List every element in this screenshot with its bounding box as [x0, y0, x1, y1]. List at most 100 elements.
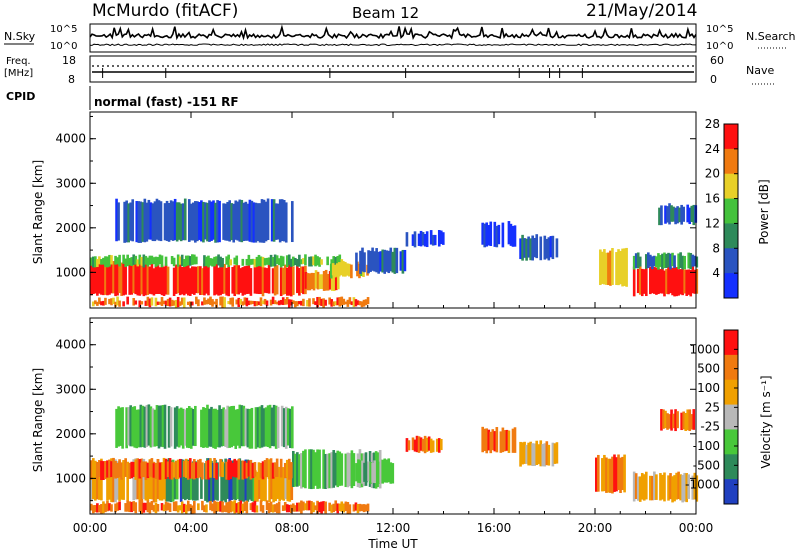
heatmap-cell	[210, 201, 213, 241]
heatmap-cell	[260, 405, 264, 448]
heatmap-cell	[222, 203, 225, 240]
heatmap-cell	[245, 297, 249, 307]
heatmap-cell	[236, 409, 240, 446]
heatmap-cell	[355, 463, 358, 482]
heatmap-cell	[129, 202, 133, 241]
heatmap-cell	[364, 504, 368, 512]
heatmap-cell	[199, 458, 202, 478]
colorbar-tick-label: 8	[712, 241, 720, 255]
heatmap-cell	[308, 256, 311, 267]
heatmap-cell	[203, 505, 206, 512]
heatmap-cell	[336, 272, 340, 290]
heatmap-cell	[160, 503, 164, 511]
heatmap-cell	[200, 409, 203, 448]
heatmap-cell	[389, 247, 393, 272]
heatmap-cell	[338, 297, 342, 307]
heatmap-cell	[657, 253, 660, 270]
heatmap-cell	[96, 461, 99, 500]
heatmap-cell	[208, 200, 211, 242]
heatmap-cell	[202, 201, 205, 243]
heatmap-cell	[649, 475, 652, 501]
heatmap-cell	[112, 297, 115, 305]
heatmap-cell	[138, 254, 142, 265]
heatmap-cell	[174, 501, 178, 512]
heatmap-cell	[271, 268, 275, 294]
heatmap-cell	[230, 406, 234, 448]
colorbar-segment	[724, 148, 738, 175]
heatmap-cell	[156, 263, 160, 294]
heatmap-cell	[236, 201, 240, 241]
heatmap-cell	[102, 300, 105, 306]
heatmap-cell	[164, 458, 168, 480]
velocity-colorbar-label: Velocity [m s⁻¹]	[759, 375, 773, 468]
heatmap-cell	[676, 206, 679, 224]
heatmap-cell	[263, 298, 267, 305]
heatmap-cell	[255, 505, 259, 513]
heatmap-cell	[271, 257, 275, 267]
heatmap-cell	[181, 203, 185, 241]
heatmap-cell	[280, 405, 284, 447]
heatmap-cell	[92, 256, 95, 268]
heatmap-cell	[140, 301, 144, 305]
nsearch-label: N.Search	[746, 30, 796, 43]
heatmap-cell	[251, 300, 255, 305]
heatmap-cell	[173, 462, 177, 500]
heatmap-cell	[684, 413, 687, 431]
heatmap-cell	[289, 258, 293, 267]
heatmap-cell	[150, 297, 154, 306]
heatmap-cell	[533, 443, 537, 466]
heatmap-cell	[243, 501, 247, 511]
heatmap-cell	[182, 259, 186, 267]
heatmap-cell	[340, 501, 344, 512]
heatmap-cell	[679, 474, 682, 501]
heatmap-cell	[279, 458, 283, 478]
cpid-label: CPID	[6, 90, 35, 103]
heatmap-cell	[184, 255, 188, 267]
heatmap-cell	[227, 301, 230, 305]
colorbar-segment	[724, 479, 738, 505]
freq-tick-top: 18	[62, 54, 76, 67]
colorbar-frame	[723, 123, 739, 299]
heatmap-cell	[233, 458, 237, 478]
heatmap-cell	[300, 300, 303, 306]
heatmap-cell	[683, 472, 686, 502]
heatmap-cell	[260, 199, 264, 243]
heatmap-cell	[273, 254, 277, 267]
heatmap-cell	[138, 459, 142, 479]
heatmap-cell	[129, 405, 133, 447]
heatmap-cell	[601, 251, 604, 284]
heatmap-cell	[551, 235, 555, 260]
heatmap-cell	[268, 467, 271, 503]
heatmap-cell	[124, 458, 127, 477]
heatmap-cell	[135, 201, 139, 243]
heatmap-cell	[681, 255, 684, 270]
heatmap-cell	[638, 266, 642, 295]
heatmap-cell	[168, 297, 172, 307]
heatmap-cell	[663, 270, 666, 297]
heatmap-cell	[271, 504, 275, 513]
nave-label: Nave	[746, 64, 774, 77]
heatmap-cell	[215, 256, 218, 265]
heatmap-cell	[276, 468, 279, 499]
heatmap-cell	[150, 263, 154, 295]
heatmap-cell	[289, 504, 293, 513]
heatmap-cell	[169, 200, 173, 241]
heatmap-cell	[405, 232, 409, 247]
heatmap-cell	[231, 501, 235, 512]
heatmap-cell	[227, 265, 230, 297]
heatmap-cell	[143, 198, 147, 243]
heatmap-cell	[152, 257, 156, 265]
heatmap-cell	[246, 459, 250, 502]
heatmap-cell	[241, 258, 245, 266]
heatmap-cell	[228, 200, 231, 242]
heatmap-cell	[124, 258, 127, 267]
heatmap-cell	[128, 501, 131, 513]
heatmap-cell	[344, 261, 347, 277]
heatmap-cell	[197, 299, 200, 307]
heatmap-cell	[249, 300, 253, 305]
heatmap-cell	[499, 431, 503, 453]
heatmap-cell	[132, 298, 136, 306]
heatmap-cell	[186, 460, 190, 480]
heatmap-cell	[523, 238, 526, 258]
heatmap-cell	[292, 503, 295, 512]
